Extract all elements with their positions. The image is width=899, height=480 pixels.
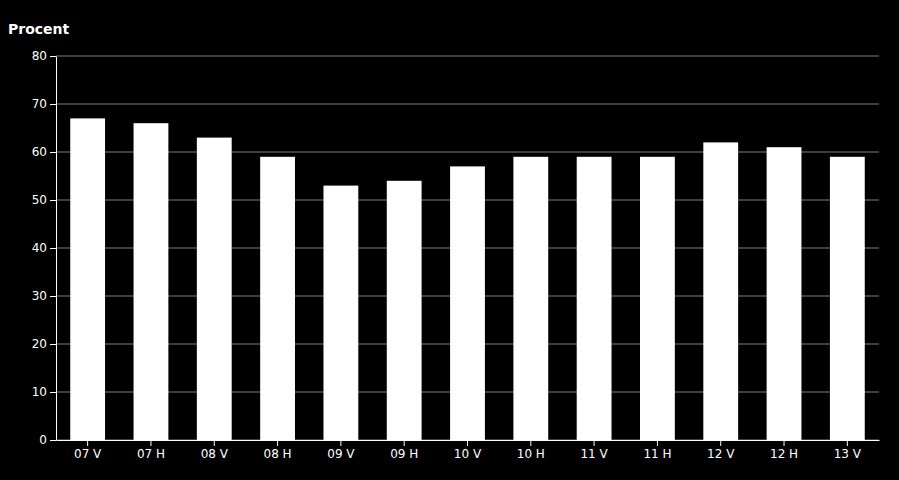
- grid-line: [56, 344, 879, 345]
- y-tick-label: 40: [32, 241, 47, 255]
- x-tick-mark: [530, 440, 531, 446]
- y-tick: 70: [32, 97, 56, 111]
- y-tick: 60: [32, 145, 56, 159]
- x-tick-mark: [214, 440, 215, 446]
- x-tick-mark: [340, 440, 341, 446]
- bar: [577, 157, 612, 440]
- chart-container: 0 10 20 30 40 50 60 70 80 07 V 07 H 08 V 08 H 09 V 09 …: [0, 0, 899, 480]
- y-tick-mark: [50, 152, 56, 153]
- x-tick: 07 H: [137, 440, 165, 461]
- x-tick: 11 V: [580, 440, 608, 461]
- y-tick: 10: [32, 385, 56, 399]
- x-tick: 08 H: [264, 440, 292, 461]
- y-tick-mark: [50, 344, 56, 345]
- y-axis-line: [56, 57, 57, 441]
- grid-line: [56, 152, 879, 153]
- x-tick-label: 09 V: [327, 447, 355, 461]
- x-axis: 07 V 07 H 08 V 08 H 09 V 09 H 10 V 10 H 11 V 11 H…: [57, 440, 880, 461]
- y-tick: 20: [32, 337, 56, 351]
- x-tick-mark: [847, 440, 848, 446]
- grid-line: [56, 392, 879, 393]
- y-tick: 80: [32, 49, 56, 63]
- y-tick-mark: [50, 392, 56, 393]
- x-tick: 12 V: [707, 440, 735, 461]
- x-tick-mark: [720, 440, 721, 446]
- bar: [830, 157, 865, 440]
- y-tick-mark: [50, 440, 56, 441]
- x-tick-label: 07 H: [137, 447, 165, 461]
- x-tick: 11 H: [643, 440, 671, 461]
- y-tick: 0: [39, 433, 56, 447]
- y-tick-label: 50: [32, 193, 47, 207]
- y-tick-label: 10: [32, 385, 47, 399]
- x-tick: 13 V: [834, 440, 862, 461]
- x-tick-mark: [657, 440, 658, 446]
- x-tick-mark: [467, 440, 468, 446]
- x-tick: 09 V: [327, 440, 355, 461]
- x-tick-mark: [150, 440, 151, 446]
- x-tick-mark: [404, 440, 405, 446]
- y-tick-label: 80: [32, 49, 47, 63]
- grid-line: [56, 56, 879, 57]
- x-tick-label: 08 H: [264, 447, 292, 461]
- x-tick-mark: [784, 440, 785, 446]
- x-tick: 08 V: [201, 440, 229, 461]
- x-tick-label: 09 H: [390, 447, 418, 461]
- y-tick: 40: [32, 241, 56, 255]
- chart-svg: 0 10 20 30 40 50 60 70 80 07 V 07 H 08 V 08 H 09 V 09 …: [0, 0, 899, 480]
- bar: [450, 166, 485, 440]
- y-axis: 0 10 20 30 40 50 60 70 80: [32, 49, 57, 447]
- y-tick-label: 70: [32, 97, 47, 111]
- x-tick-mark: [87, 440, 88, 446]
- bar: [134, 123, 169, 440]
- y-tick-label: 30: [32, 289, 47, 303]
- grid-line: [56, 200, 879, 201]
- x-tick: 10 V: [454, 440, 482, 461]
- bar: [513, 157, 548, 440]
- y-tick-mark: [50, 200, 56, 201]
- x-tick-label: 11 V: [580, 447, 608, 461]
- bar: [260, 157, 295, 440]
- y-tick-mark: [50, 104, 56, 105]
- y-tick-mark: [50, 296, 56, 297]
- grid-line: [56, 296, 879, 297]
- grid-line: [56, 248, 879, 249]
- y-tick: 50: [32, 193, 56, 207]
- x-tick-label: 08 V: [201, 447, 229, 461]
- bar: [387, 181, 422, 440]
- y-tick-mark: [50, 56, 56, 57]
- x-tick: 10 H: [517, 440, 545, 461]
- bar: [703, 142, 738, 440]
- bar: [197, 138, 232, 440]
- x-tick-mark: [594, 440, 595, 446]
- x-tick: 12 H: [770, 440, 798, 461]
- x-tick-label: 07 V: [74, 447, 102, 461]
- bar: [767, 147, 802, 440]
- grid-line: [56, 104, 879, 105]
- x-tick-mark: [277, 440, 278, 446]
- y-tick-label: 20: [32, 337, 47, 351]
- y-tick-label: 0: [39, 433, 47, 447]
- grid: [56, 56, 879, 440]
- x-tick-label: 10 V: [454, 447, 482, 461]
- x-tick-label: 12 V: [707, 447, 735, 461]
- y-tick-label: 60: [32, 145, 47, 159]
- x-tick-label: 12 H: [770, 447, 798, 461]
- x-tick-label: 10 H: [517, 447, 545, 461]
- plot-area: 0 10 20 30 40 50 60 70 80 07 V 07 H 08 V 08 H 09 V 09 …: [32, 49, 880, 460]
- x-tick-label: 11 H: [643, 447, 671, 461]
- bar: [640, 157, 675, 440]
- y-tick-mark: [50, 248, 56, 249]
- x-tick: 07 V: [74, 440, 102, 461]
- y-label: Procent: [8, 21, 70, 37]
- y-tick: 30: [32, 289, 56, 303]
- x-tick: 09 H: [390, 440, 418, 461]
- bar: [323, 186, 358, 440]
- x-tick-label: 13 V: [834, 447, 862, 461]
